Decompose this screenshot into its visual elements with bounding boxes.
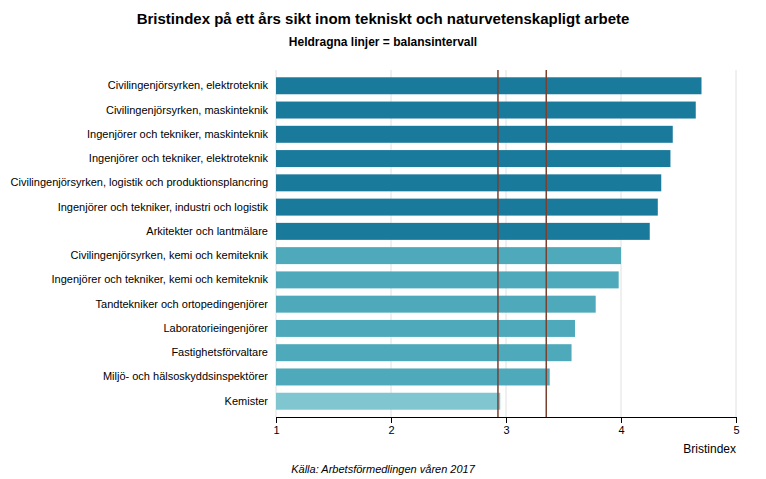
x-tick-mark	[736, 417, 737, 423]
chart: Bristindex på ett års sikt inom tekniskt…	[0, 0, 766, 479]
x-axis: 1 2 3 4 5	[273, 417, 739, 436]
bar	[276, 126, 673, 143]
y-tick-label: Fastighetsförvaltare	[171, 346, 268, 358]
x-tick-label: 2	[388, 424, 394, 436]
y-tick: Civilingenjörsyrken, elektroteknik	[108, 79, 276, 91]
x-tick: 2	[388, 417, 394, 436]
bar	[276, 271, 619, 288]
bar	[276, 77, 702, 94]
x-tick: 3	[503, 417, 509, 436]
y-tick: Kemister	[225, 395, 276, 407]
balance-line	[546, 70, 548, 417]
y-tick-label: Ingenjörer och tekniker, elektroteknik	[89, 152, 269, 164]
y-tick-label: Civilingenjörsyrken, logistik och produk…	[11, 176, 268, 188]
source: Källa: Arbetsförmedlingen våren 2017	[291, 463, 476, 475]
bar	[276, 393, 500, 410]
grid-line	[391, 70, 392, 417]
y-tick: Ingenjörer och tekniker, industri och lo…	[58, 201, 276, 213]
x-tick-label: 5	[733, 424, 739, 436]
y-tick-label: Kemister	[225, 395, 269, 407]
y-tick-label: Miljö- och hälsoskyddsinspektörer	[103, 370, 268, 382]
title: Bristindex på ett års sikt inom tekniskt…	[137, 10, 630, 27]
y-tick-label: Civilingenjörsyrken, elektroteknik	[108, 79, 269, 91]
bar	[276, 150, 670, 167]
bar	[276, 174, 661, 191]
y-tick: Arkitekter och lantmälare	[146, 225, 276, 237]
balance-line	[497, 70, 499, 417]
y-tick-label: Civilingenjörsyrken, kemi och kemiteknik	[71, 249, 269, 261]
bar	[276, 223, 650, 240]
y-tick-label: Arkitekter och lantmälare	[146, 225, 268, 237]
grid-line	[276, 70, 277, 417]
x-tick-label: 1	[273, 424, 279, 436]
y-axis: Civilingenjörsyrken, elektroteknik Civili…	[11, 79, 276, 406]
bar	[276, 199, 658, 216]
subtitle: Heldragna linjer = balansintervall	[289, 35, 477, 49]
bar	[276, 344, 572, 361]
bar	[276, 102, 696, 119]
x-axis-title: Bristindex	[683, 442, 736, 456]
x-tick-label: 4	[618, 424, 624, 436]
plot: 1 2 3 4 5 Bristindex Civilingenjörsyrken, elek…	[11, 70, 740, 456]
y-tick-label: Tandtekniker och ortopedingenjörer	[96, 298, 269, 310]
y-tick-label: Laboratorieingenjörer	[163, 322, 268, 334]
x-tick: 4	[618, 417, 624, 436]
x-tick-mark	[506, 417, 507, 423]
y-tick: Civilingenjörsyrken, logistik och produk…	[11, 176, 276, 188]
x-tick: 1	[273, 417, 279, 436]
x-tick-label: 3	[503, 424, 509, 436]
grid-line	[506, 70, 507, 417]
y-tick: Miljö- och hälsoskyddsinspektörer	[103, 370, 276, 382]
y-tick-label: Civilingenjörsyrken, maskinteknik	[106, 104, 269, 116]
bar	[276, 320, 575, 337]
bar	[276, 368, 550, 385]
grid-line	[621, 70, 622, 417]
y-tick: Ingenjörer och tekniker, kemi och kemite…	[52, 273, 276, 285]
y-tick: Civilingenjörsyrken, kemi och kemiteknik	[71, 249, 276, 261]
x-tick-mark	[391, 417, 392, 423]
grid	[276, 70, 736, 417]
bar	[276, 296, 596, 313]
y-tick: Civilingenjörsyrken, maskinteknik	[106, 104, 276, 116]
x-tick-mark	[621, 417, 622, 423]
bar	[276, 247, 621, 264]
y-tick: Laboratorieingenjörer	[163, 322, 276, 334]
x-axis-line	[277, 418, 737, 424]
y-tick-label: Ingenjörer och tekniker, maskinteknik	[87, 128, 268, 140]
y-tick: Ingenjörer och tekniker, maskinteknik	[87, 128, 276, 140]
x-tick-mark	[276, 417, 277, 423]
y-tick: Ingenjörer och tekniker, elektroteknik	[89, 152, 276, 164]
y-tick: Fastighetsförvaltare	[171, 346, 276, 358]
y-tick: Tandtekniker och ortopedingenjörer	[96, 298, 276, 310]
y-tick-label: Ingenjörer och tekniker, kemi och kemite…	[52, 273, 269, 285]
marks	[276, 70, 702, 417]
grid-line	[736, 70, 737, 417]
y-tick-label: Ingenjörer och tekniker, industri och lo…	[58, 201, 269, 213]
x-tick: 5	[733, 417, 739, 436]
